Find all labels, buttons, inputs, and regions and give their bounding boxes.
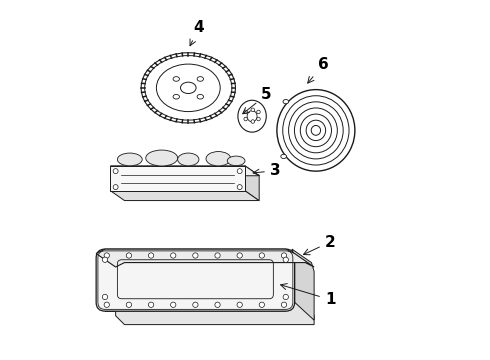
Circle shape bbox=[104, 253, 109, 258]
Circle shape bbox=[148, 302, 154, 307]
Ellipse shape bbox=[118, 153, 142, 166]
Polygon shape bbox=[110, 166, 245, 191]
Ellipse shape bbox=[251, 120, 255, 123]
Ellipse shape bbox=[257, 110, 260, 114]
Ellipse shape bbox=[173, 77, 179, 81]
Text: 1: 1 bbox=[281, 284, 335, 307]
Circle shape bbox=[102, 294, 108, 300]
Polygon shape bbox=[292, 249, 314, 320]
Circle shape bbox=[193, 302, 198, 307]
Circle shape bbox=[171, 253, 176, 258]
Ellipse shape bbox=[173, 94, 179, 99]
Polygon shape bbox=[110, 191, 259, 201]
Text: 6: 6 bbox=[308, 57, 328, 83]
Text: 2: 2 bbox=[303, 234, 336, 255]
Polygon shape bbox=[110, 166, 259, 176]
Ellipse shape bbox=[227, 156, 245, 166]
Circle shape bbox=[104, 302, 109, 307]
Ellipse shape bbox=[244, 117, 247, 121]
Ellipse shape bbox=[281, 154, 287, 158]
Circle shape bbox=[193, 253, 198, 258]
Ellipse shape bbox=[244, 110, 247, 114]
Circle shape bbox=[126, 253, 132, 258]
Ellipse shape bbox=[147, 58, 229, 118]
Ellipse shape bbox=[277, 90, 355, 171]
Ellipse shape bbox=[146, 150, 178, 166]
Polygon shape bbox=[105, 302, 314, 325]
Circle shape bbox=[237, 302, 243, 307]
Circle shape bbox=[102, 257, 108, 262]
Circle shape bbox=[259, 253, 265, 258]
Circle shape bbox=[113, 168, 118, 174]
Polygon shape bbox=[96, 249, 314, 267]
Ellipse shape bbox=[257, 117, 260, 121]
Ellipse shape bbox=[238, 100, 266, 132]
Circle shape bbox=[281, 253, 287, 258]
Polygon shape bbox=[245, 166, 259, 201]
Ellipse shape bbox=[141, 53, 235, 123]
Ellipse shape bbox=[145, 55, 232, 120]
Circle shape bbox=[171, 302, 176, 307]
Text: 3: 3 bbox=[253, 163, 280, 178]
Ellipse shape bbox=[197, 77, 203, 81]
Text: 4: 4 bbox=[190, 21, 204, 46]
FancyBboxPatch shape bbox=[96, 249, 294, 311]
Circle shape bbox=[215, 302, 220, 307]
Circle shape bbox=[259, 302, 265, 307]
Ellipse shape bbox=[197, 94, 203, 99]
Circle shape bbox=[237, 185, 242, 190]
Circle shape bbox=[237, 168, 242, 174]
Circle shape bbox=[113, 185, 118, 190]
Circle shape bbox=[237, 253, 243, 258]
Circle shape bbox=[148, 253, 154, 258]
Ellipse shape bbox=[206, 152, 231, 166]
Circle shape bbox=[283, 257, 289, 262]
Ellipse shape bbox=[178, 153, 199, 166]
Text: 5: 5 bbox=[243, 87, 271, 114]
Ellipse shape bbox=[283, 99, 289, 104]
Ellipse shape bbox=[251, 108, 255, 112]
Circle shape bbox=[283, 294, 289, 300]
Circle shape bbox=[281, 302, 287, 307]
Circle shape bbox=[126, 302, 132, 307]
Circle shape bbox=[215, 253, 220, 258]
